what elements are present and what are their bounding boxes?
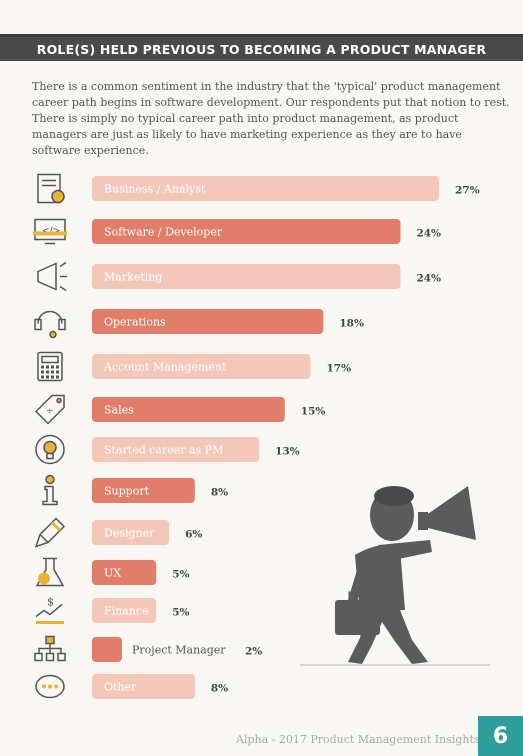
bar-4 <box>92 354 311 379</box>
bar-11 <box>92 637 122 662</box>
bar-3 <box>92 309 324 334</box>
calculator-icon <box>37 351 63 382</box>
bar-label: Marketing <box>104 271 162 284</box>
megaphone-man-illustration <box>300 486 490 666</box>
bar-label: Business / Analyst <box>104 183 206 196</box>
bars: Business / Analyst 27% Software / Develope… <box>92 176 480 699</box>
svg-text:$: $ <box>47 596 54 609</box>
pencil-icon <box>34 517 66 548</box>
org-chart-icon <box>34 635 66 662</box>
bar-chart: </> ÷ $ Business / Analyst 27% Software / De… <box>33 173 490 699</box>
bar-label: Operations <box>104 316 166 329</box>
value-label: 2% <box>245 646 262 658</box>
intro-paragraph: There is a common sentiment in the indus… <box>32 80 510 157</box>
value-label: 18% <box>339 318 364 330</box>
value-label: 24% <box>416 228 441 240</box>
value-label: 5% <box>172 569 189 581</box>
headset-icon <box>34 310 66 339</box>
category-icons: </> ÷ $ <box>33 173 67 699</box>
value-label: 5% <box>172 607 189 619</box>
bar-5 <box>92 397 285 422</box>
bar-10 <box>92 598 157 623</box>
bar-label: UX <box>104 567 121 580</box>
code-monitor-icon: </> <box>33 218 67 245</box>
bar-label: Finance <box>104 605 149 618</box>
bar-2 <box>92 264 401 289</box>
value-label: 13% <box>275 446 300 458</box>
document-search-icon <box>37 173 65 204</box>
value-label: 8% <box>211 487 228 499</box>
page-number: 6 <box>478 716 523 756</box>
value-label: 8% <box>211 683 228 695</box>
flask-icon <box>35 557 65 587</box>
page-title: ROLE(S) HELD PREVIOUS TO BECOMING A PROD… <box>36 41 487 57</box>
bar-9 <box>92 560 157 585</box>
bar-label: Other <box>104 681 137 694</box>
bar-6 <box>92 437 260 462</box>
value-label: 27% <box>455 185 480 197</box>
bar-0 <box>92 176 439 201</box>
lightbulb-cycle-icon <box>35 434 65 465</box>
title-band: ROLE(S) HELD PREVIOUS TO BECOMING A PROD… <box>0 34 523 61</box>
value-label: 17% <box>326 363 351 375</box>
bar-12 <box>92 674 195 699</box>
bar-7 <box>92 478 195 503</box>
bar-label: Software / Developer <box>104 226 223 239</box>
bar-label: Sales <box>104 404 134 417</box>
value-label: 15% <box>301 406 326 418</box>
bar-label: Project Manager <box>132 644 226 657</box>
bar-label: Account Management <box>103 361 227 374</box>
footer-text: Alpha - 2017 Product Management Insights <box>236 733 480 746</box>
megaphone-icon <box>37 261 67 292</box>
price-tag-icon: ÷ <box>34 394 65 425</box>
finance-growth-icon: $ <box>35 596 64 624</box>
bar-label: Designer <box>104 527 155 540</box>
value-label: 6% <box>185 529 202 541</box>
chat-bubble-icon <box>35 674 65 699</box>
info-icon <box>42 474 58 506</box>
svg-text:÷: ÷ <box>46 407 54 417</box>
bar-1 <box>92 219 401 244</box>
bar-label: Started career as PM <box>104 444 223 457</box>
value-label: 24% <box>416 273 441 285</box>
bar-label: Support <box>104 485 150 498</box>
bar-8 <box>92 520 170 545</box>
